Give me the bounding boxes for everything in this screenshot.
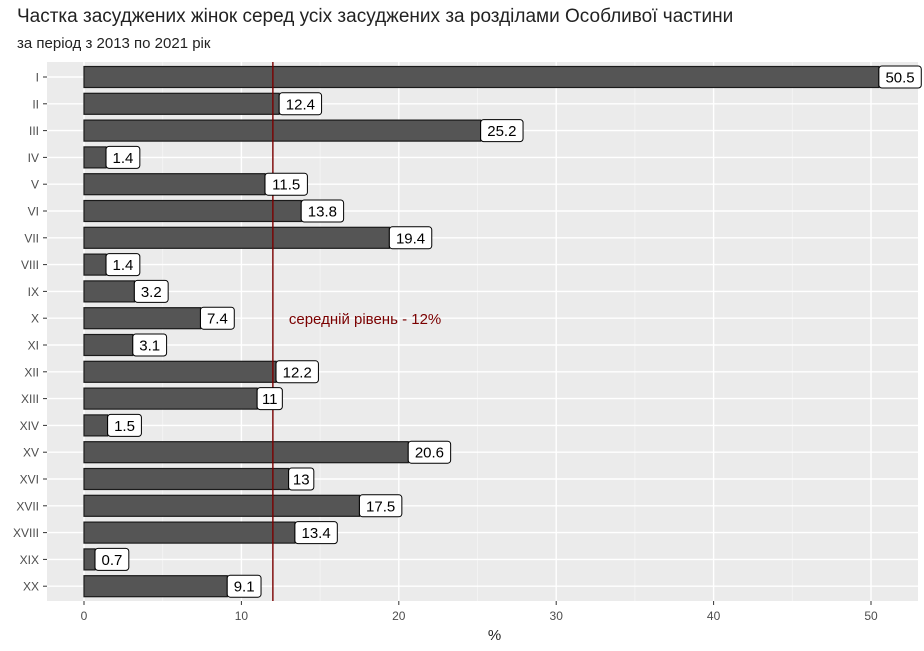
value-label-VIII: 1.4	[113, 257, 134, 274]
y-tick-label-X: X	[31, 312, 39, 326]
value-label-box	[226, 574, 262, 598]
bar-II	[83, 92, 280, 115]
y-tick-label-XV: XV	[23, 446, 39, 460]
value-label-XV: 20.6	[415, 445, 444, 462]
y-tick-label-XX: XX	[23, 580, 39, 594]
y-tick-label-VII: VII	[24, 231, 39, 245]
value-label-XVIII: 13.4	[302, 525, 331, 542]
value-label-XVI: 13	[293, 472, 310, 489]
y-tick-label-I: I	[36, 71, 39, 85]
bar-I	[83, 65, 880, 89]
value-label-VI: 13.8	[308, 204, 337, 221]
y-tick-label-XVI: XVI	[20, 473, 39, 487]
x-tick-label: 50	[864, 609, 878, 623]
value-label-XIII: 11	[262, 391, 278, 408]
bar-IV	[83, 146, 107, 169]
x-tick-label: 40	[707, 609, 721, 623]
value-label-box	[105, 253, 141, 277]
chart-subtitle: за період з 2013 по 2021 рік	[17, 35, 211, 52]
bar-XVIII	[83, 521, 296, 544]
value-label-X: 7.4	[207, 311, 228, 328]
value-label-box	[358, 494, 403, 518]
plot-panel	[47, 62, 918, 601]
y-tick-label-XIV: XIV	[20, 419, 39, 433]
x-tick-label: 30	[550, 609, 564, 623]
y-tick-label-IV: IV	[28, 151, 39, 165]
bar-V	[83, 173, 266, 196]
bar-XIX	[83, 548, 96, 571]
value-label-box	[132, 333, 168, 357]
value-label-V: 11.5	[272, 177, 300, 194]
bar-XII	[83, 360, 277, 383]
value-label-box	[878, 65, 922, 89]
bar-XIII	[83, 387, 258, 410]
bar-XI	[83, 333, 134, 357]
value-label-box	[105, 145, 141, 169]
value-label-I: 50.5	[885, 70, 914, 87]
value-label-box	[107, 413, 142, 437]
bar-VIII	[83, 253, 107, 276]
value-label-box	[133, 279, 169, 303]
reference-line-label: середній рівень - 12%	[289, 311, 441, 328]
bar-XIV	[83, 414, 109, 437]
value-label-box	[256, 387, 283, 411]
value-label-box	[480, 119, 524, 143]
y-tick-label-III: III	[29, 124, 39, 138]
value-label-II: 12.4	[286, 96, 315, 113]
value-label-XII: 12.2	[283, 364, 312, 381]
value-label-box	[388, 226, 433, 250]
value-label-XIV: 1.5	[114, 418, 135, 435]
y-tick-label-VI: VI	[28, 205, 39, 219]
y-tick-label-V: V	[31, 178, 39, 192]
value-label-XVII: 17.5	[366, 498, 395, 515]
value-label-box	[94, 547, 130, 571]
value-label-IX: 3.2	[141, 284, 162, 301]
value-label-box	[264, 172, 308, 196]
y-tick-label-II: II	[32, 97, 39, 111]
bar-III	[83, 119, 482, 142]
value-label-box	[407, 440, 452, 464]
x-tick-label: 0	[81, 609, 88, 623]
y-tick-label-XVII: XVII	[16, 499, 39, 513]
y-tick-label-XI: XI	[28, 339, 39, 353]
value-label-box	[294, 521, 338, 545]
bar-VI	[83, 199, 302, 223]
bar-IX	[83, 280, 135, 303]
y-tick-label-XIX: XIX	[20, 553, 39, 567]
value-label-VII: 19.4	[396, 230, 425, 247]
bar-XVII	[83, 494, 361, 517]
bar-XX	[83, 575, 228, 598]
y-tick-label-XIII: XIII	[21, 392, 39, 406]
chart-title: Частка засуджених жінок серед усіх засуд…	[17, 6, 734, 27]
bar-XV	[83, 441, 409, 464]
value-label-box	[275, 360, 319, 384]
y-tick-label-VIII: VIII	[21, 258, 39, 272]
value-label-box	[288, 467, 315, 491]
value-label-box	[199, 306, 235, 330]
bar-X	[83, 307, 202, 330]
value-label-box	[278, 92, 323, 116]
value-label-IV: 1.4	[113, 150, 134, 167]
x-axis-title: %	[488, 627, 501, 644]
value-label-box	[300, 199, 345, 223]
value-label-XIX: 0.7	[101, 552, 122, 569]
bar-VII	[83, 226, 390, 249]
value-label-XX: 9.1	[234, 579, 255, 596]
x-tick-label: 20	[392, 609, 406, 623]
y-tick-label-XII: XII	[24, 365, 39, 379]
value-label-XI: 3.1	[139, 338, 160, 355]
y-tick-label-IX: IX	[28, 285, 39, 299]
bar-XVI	[83, 467, 290, 491]
y-tick-label-XVIII: XVIII	[13, 526, 39, 540]
value-label-III: 25.2	[487, 123, 516, 140]
x-tick-label: 10	[235, 609, 249, 623]
